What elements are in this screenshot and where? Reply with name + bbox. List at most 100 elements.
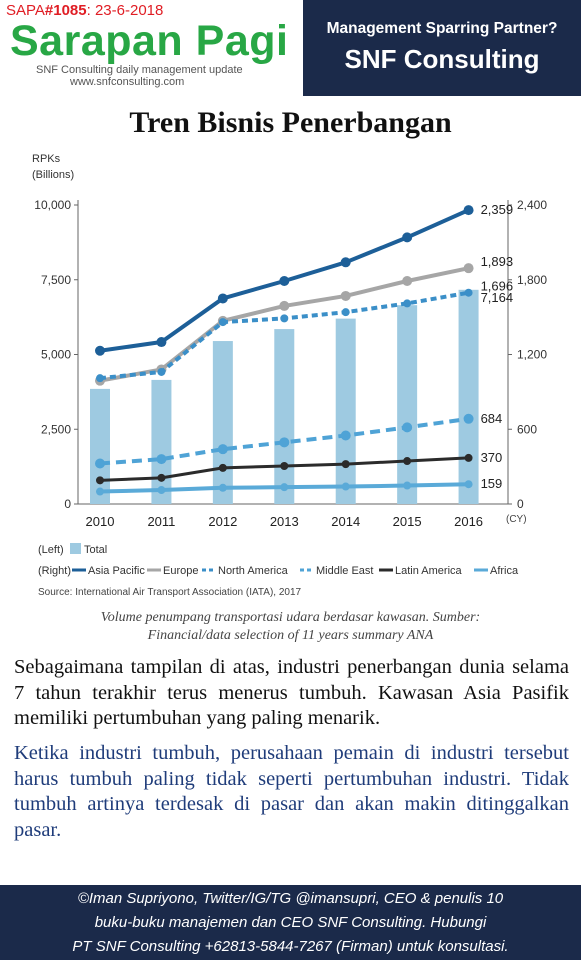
page-title: Tren Bisnis Penerbangan — [129, 106, 452, 139]
end-label: 7,164 — [481, 290, 514, 305]
x-unit-label: (CY) — [506, 514, 527, 525]
bar-total — [90, 388, 110, 504]
x-tick-label: 2013 — [270, 514, 299, 529]
brand-title: Sarapan Pagi — [10, 17, 289, 65]
end-label: 159 — [481, 476, 503, 491]
bar-total — [397, 305, 418, 504]
right-tick-label: 2,400 — [517, 198, 547, 212]
left-tick-label: 0 — [64, 497, 71, 511]
issue-label: SAPA#1085: 23-6-2018 — [6, 2, 164, 19]
left-axis-label: RPKs — [32, 153, 61, 165]
legend-label: Africa — [490, 565, 519, 577]
bar-total — [212, 341, 233, 504]
point-asia-pacific — [340, 257, 351, 268]
paragraph-1: Sebagaimana tampilan di atas, industri p… — [14, 656, 569, 729]
point-north-america — [403, 299, 412, 308]
promo-question: Management Sparring Partner? — [326, 20, 558, 37]
chart-source: Source: International Air Transport Asso… — [38, 587, 302, 598]
point-latin-america — [403, 457, 412, 466]
point-asia-pacific — [279, 275, 290, 286]
x-tick-label: 2015 — [393, 514, 422, 529]
promo-name: SNF Consulting — [344, 44, 540, 74]
end-label: 684 — [481, 411, 503, 426]
point-europe — [340, 290, 351, 301]
bar-total — [335, 318, 356, 504]
left-tick-label: 10,000 — [34, 198, 71, 212]
legend-label: Latin America — [395, 565, 463, 577]
left-tick-label: 5,000 — [41, 348, 71, 362]
header: SAPA#1085: 23-6-2018 Sarapan Pagi SNF Co… — [0, 0, 581, 96]
x-tick-label: 2012 — [208, 514, 237, 529]
point-middle-east — [279, 437, 290, 448]
point-africa — [464, 480, 473, 489]
point-asia-pacific — [463, 205, 474, 216]
x-tick-label: 2011 — [147, 514, 175, 529]
point-africa — [403, 481, 412, 490]
point-middle-east — [340, 430, 351, 441]
point-north-america — [280, 314, 289, 323]
right-tick-label: 0 — [517, 497, 524, 511]
point-asia-pacific — [217, 293, 228, 304]
end-label: 1,696 — [481, 279, 514, 294]
left-tick-label: 2,500 — [41, 422, 71, 436]
point-latin-america — [280, 462, 289, 471]
legend-left-prefix: (Left) — [38, 544, 64, 556]
point-asia-pacific — [402, 232, 413, 243]
point-north-america — [96, 374, 104, 383]
caption-line-1: Volume penumpang transportasi udara berd… — [100, 610, 481, 625]
point-middle-east — [217, 444, 228, 455]
point-latin-america — [464, 453, 473, 462]
chart-caption: Volume penumpang transportasi udara berd… — [30, 609, 551, 645]
point-asia-pacific — [95, 345, 105, 356]
bar-total — [151, 379, 172, 504]
point-middle-east — [95, 458, 105, 469]
legend-label: Asia Pacific — [88, 565, 145, 577]
point-middle-east — [463, 413, 474, 424]
point-north-america — [341, 308, 350, 317]
legend-label: North America — [218, 565, 289, 577]
x-tick-label: 2010 — [86, 514, 115, 529]
footer: ©Iman Supriyono, Twitter/IG/TG @imansupr… — [0, 885, 581, 960]
legend-right-prefix: (Right) — [38, 565, 71, 577]
brand-tagline: SNF Consulting daily management update — [36, 64, 243, 76]
point-africa — [96, 487, 104, 496]
point-africa — [280, 483, 289, 492]
paragraph-2: Ketika industri tumbuh, perusahaan pemai… — [14, 742, 569, 841]
point-africa — [157, 486, 166, 495]
point-north-america — [464, 288, 473, 297]
point-europe — [402, 275, 413, 286]
caption-line-2: Financial/data selection of 11 years sum… — [147, 628, 434, 643]
footer-line-3: PT SNF Consulting +62813-5844-7267 (Firm… — [72, 938, 509, 955]
right-tick-label: 1,200 — [517, 348, 547, 362]
bar-total — [274, 329, 295, 504]
bar-total — [458, 289, 479, 504]
point-europe — [279, 300, 290, 311]
point-latin-america — [157, 473, 166, 482]
point-middle-east — [156, 454, 167, 465]
left-axis-label: (Billions) — [32, 169, 74, 181]
x-tick-label: 2014 — [331, 514, 360, 529]
point-latin-america — [341, 460, 350, 469]
end-label: 1,893 — [481, 254, 514, 269]
point-africa — [341, 482, 350, 491]
left-tick-label: 7,500 — [41, 273, 71, 287]
footer-line-1: ©Iman Supriyono, Twitter/IG/TG @imansupr… — [77, 890, 504, 907]
legend-label: Middle East — [316, 565, 373, 577]
footer-line-2: buku-buku manajemen dan CEO SNF Consulti… — [94, 914, 487, 931]
legend-label-total: Total — [84, 544, 107, 556]
point-africa — [218, 483, 227, 492]
end-label: 2,359 — [481, 202, 514, 217]
airline-trend-chart: RPKs (Billions) 0 2,500 5,000 7,500 10,000 0 600… — [32, 153, 547, 598]
point-north-america — [218, 318, 227, 327]
legend-swatch-total — [70, 543, 81, 554]
end-label: 370 — [481, 450, 503, 465]
legend-label: Europe — [163, 565, 198, 577]
point-middle-east — [402, 422, 413, 433]
right-tick-label: 600 — [517, 422, 537, 436]
point-north-america — [157, 367, 166, 376]
x-tick-label: 2016 — [454, 514, 483, 529]
point-asia-pacific — [156, 337, 167, 348]
right-tick-label: 1,800 — [517, 273, 547, 287]
point-latin-america — [218, 463, 227, 472]
website-link[interactable]: www.snfconsulting.com — [70, 76, 185, 88]
